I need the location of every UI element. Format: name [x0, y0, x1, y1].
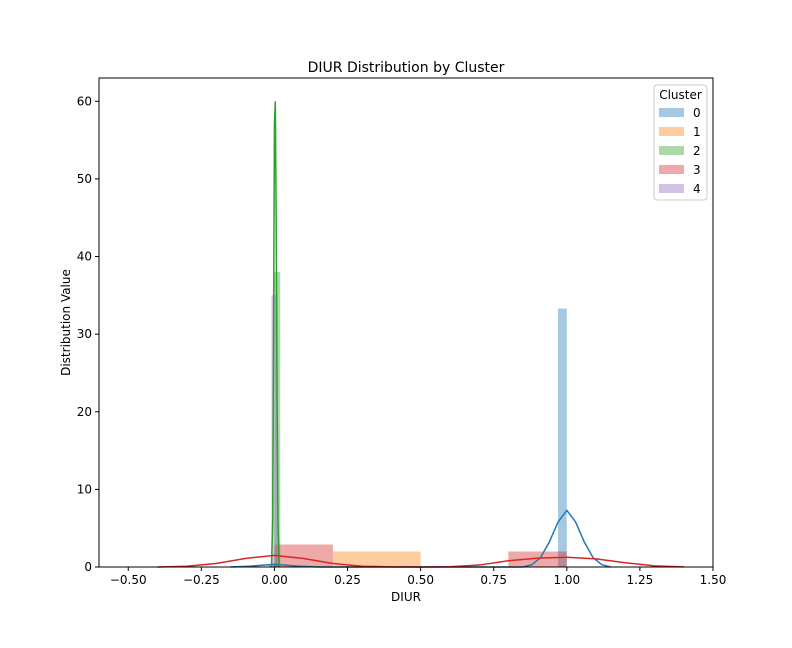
legend-items: 0 1 2 3 4: [659, 106, 701, 196]
x-tick-label: 0.25: [334, 573, 361, 587]
legend-label-cluster-0: 0: [693, 106, 701, 120]
plot-frame: [98, 77, 714, 568]
x-tick-label: 0.75: [480, 573, 507, 587]
x-axis-ticks: −0.50 −0.25 0.00 0.25 0.50 0.75 1.00 1.25 1.50: [110, 567, 727, 587]
x-tick-label: 0.00: [261, 573, 288, 587]
legend: Cluster 0 1 2 3 4: [653, 84, 708, 201]
bar-cluster-1-0: [332, 551, 421, 567]
x-tick-label: 1.00: [553, 573, 580, 587]
legend-swatch-cluster-3: [659, 165, 684, 174]
legend-label-cluster-2: 2: [693, 144, 701, 158]
legend-swatch-cluster-1: [659, 127, 684, 136]
y-tick-label: 0: [84, 560, 92, 574]
bar-cluster-0-0: [268, 564, 281, 567]
x-tick-label: −0.50: [110, 573, 147, 587]
y-tick-label: 20: [77, 405, 92, 419]
legend-swatch-cluster-4: [659, 184, 684, 193]
bar-cluster-0-1: [558, 308, 567, 567]
legend-title: Cluster: [659, 88, 702, 102]
kde-line-cluster-0: [230, 509, 611, 568]
chart-title: DIUR Distribution by Cluster: [308, 60, 505, 76]
x-tick-label: 1.50: [700, 573, 727, 587]
legend-box: [653, 84, 708, 201]
legend-swatch-cluster-2: [659, 146, 684, 155]
legend-swatch-cluster-0: [659, 108, 684, 117]
legend-label-cluster-3: 3: [693, 163, 701, 177]
x-tick-label: 0.50: [407, 573, 434, 587]
legend-label-cluster-1: 1: [693, 125, 701, 139]
y-tick-label: 30: [77, 327, 92, 341]
y-tick-label: 40: [77, 250, 92, 264]
x-tick-label: −0.25: [183, 573, 220, 587]
y-tick-label: 50: [77, 172, 92, 186]
bar-cluster-4-0: [271, 295, 278, 567]
y-tick-label: 60: [77, 94, 92, 108]
y-tick-label: 10: [77, 482, 92, 496]
x-axis-label: DIUR: [391, 590, 421, 604]
y-axis-label: Distribution Value: [59, 269, 73, 376]
legend-label-cluster-4: 4: [693, 182, 701, 196]
kde-line-cluster-2: [270, 101, 280, 568]
y-axis-ticks: 0 10 20 30 40 50 60: [77, 94, 99, 574]
x-tick-label: 1.25: [627, 573, 654, 587]
